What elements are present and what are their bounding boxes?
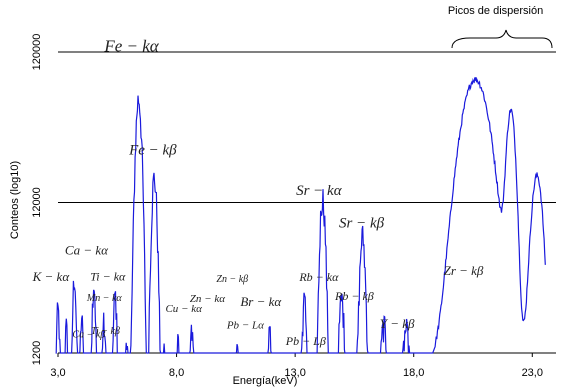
peak-label: K − kα [32, 269, 71, 284]
peak-label: Br − kα [240, 294, 282, 309]
peak-label: Pb − Lα [226, 320, 264, 332]
peak-label: Cu − kα [165, 303, 202, 315]
peak-label: Rb − kα [298, 270, 339, 284]
x-tick-label: 23,0 [522, 367, 543, 379]
dispersion-brace [451, 29, 553, 49]
tick-labels: 3,0 8,0 13,0 18,0 23,0 1200 12000 120000 [31, 34, 543, 379]
peak-label: Ca − kβ [72, 330, 105, 341]
y-tick-label: 120000 [31, 34, 43, 71]
x-tick-label: 3,0 [50, 367, 65, 379]
peak-label: Picos de dispersión [448, 5, 543, 17]
peak-label: Rb − kβ [334, 289, 374, 303]
x-tick-label: 8,0 [169, 367, 184, 379]
reference-lines [58, 51, 556, 203]
peak-label: Ti − kβ [91, 326, 120, 337]
peak-label: Pb − Lβ [285, 334, 326, 348]
peak-label: Fe − kα [103, 36, 159, 55]
peak-label: Ca − kα [65, 243, 109, 258]
peak-label: Zr − kβ [444, 263, 484, 278]
y-tick-label: 1200 [31, 341, 43, 365]
peak-label: Zn − kα [190, 293, 225, 305]
x-tick-label: 18,0 [403, 367, 424, 379]
peak-label: Mn − kα [86, 293, 123, 304]
peak-label: Ti − kα [90, 269, 126, 283]
x-axis-title: Energía(keV) [233, 375, 298, 387]
annotations: Fe − kα Fe − kβ Sr − kα Sr − kβ Ca − kα K − k… [32, 5, 544, 348]
peak-label: Y − kβ [380, 316, 415, 331]
peak-label: Zn − kβ [216, 274, 248, 285]
peak-label: Sr − kβ [339, 215, 385, 231]
x-tick-label: 13,0 [284, 367, 305, 379]
y-tick-label: 12000 [31, 187, 43, 218]
peak-label: Fe − kβ [128, 143, 177, 159]
peak-label: Sr − kα [296, 183, 343, 199]
y-axis-title: Conteos (log10) [9, 161, 21, 239]
spectrum-line [55, 77, 546, 354]
